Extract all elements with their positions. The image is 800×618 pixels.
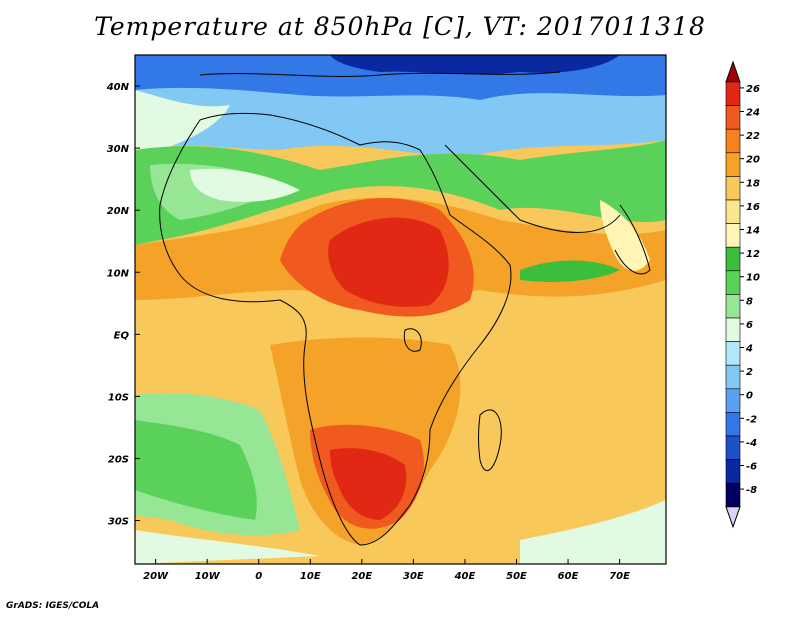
colorbar-box xyxy=(725,412,741,437)
colorbar-box xyxy=(725,223,741,248)
colorbar-label: 20 xyxy=(746,155,760,166)
lat-tick-label: 40N xyxy=(106,82,130,93)
colorbar-box xyxy=(725,294,741,319)
lat-tick-label: 10N xyxy=(107,268,130,279)
colorbar-box xyxy=(725,459,741,484)
colorbar-label: 18 xyxy=(746,178,760,189)
colorbar-upper-triangle xyxy=(725,60,741,83)
colorbar-box xyxy=(725,317,741,342)
colorbar-box xyxy=(725,341,741,366)
lon-tick-label: 70E xyxy=(609,571,630,582)
temperature-field xyxy=(135,55,666,564)
lon-tick-label: 10W xyxy=(195,571,221,582)
colorbar-label: 2 xyxy=(746,367,753,378)
colorbar-box xyxy=(725,81,741,106)
map-title: Temperature at 850hPa [C], VT: 201701131… xyxy=(94,12,706,41)
colorbar-label: 4 xyxy=(745,344,753,355)
lon-tick-label: 20E xyxy=(351,571,372,582)
colorbar-box xyxy=(725,176,741,201)
colorbar-label: -6 xyxy=(746,462,757,473)
colorbar-box xyxy=(725,482,741,508)
colorbar-label: 8 xyxy=(746,296,753,307)
lat-tick-label: EQ xyxy=(114,330,130,341)
colorbar-lower-triangle xyxy=(725,506,741,529)
colorbar-label: -2 xyxy=(746,414,757,425)
lon-tick-label: 30E xyxy=(403,571,424,582)
colorbar-label: 24 xyxy=(746,108,760,119)
colorbar-box xyxy=(725,364,741,390)
colorbar-box xyxy=(725,152,741,177)
colorbar-label: 16 xyxy=(746,202,760,213)
colorbar-label: 22 xyxy=(746,131,760,142)
colorbar-label: -8 xyxy=(746,485,757,496)
software-credit: GrADS: IGES/COLA xyxy=(6,601,100,611)
lon-tick-label: 10E xyxy=(300,571,321,582)
colorbar-label: 14 xyxy=(746,226,760,237)
lon-tick-label: 60E xyxy=(558,571,579,582)
colorbar-box xyxy=(725,246,741,272)
colorbar-label: 6 xyxy=(746,320,753,331)
colorbar-box xyxy=(725,270,741,295)
colorbar-label: 0 xyxy=(746,391,753,402)
lat-tick-label: 20N xyxy=(107,206,130,217)
lon-tick-label: 20W xyxy=(143,571,169,582)
colorbar-box xyxy=(725,128,741,154)
lat-tick-label: 10S xyxy=(108,392,129,403)
lat-tick-label: 30N xyxy=(107,144,130,155)
colorbar-box xyxy=(725,388,741,413)
colorbar-box xyxy=(725,435,741,460)
colorbar-label: 26 xyxy=(746,84,760,95)
colorbar-box xyxy=(725,105,741,130)
lat-tick-label: 20S xyxy=(108,454,129,465)
lon-tick-label: 50E xyxy=(506,571,527,582)
lon-tick-label: 0 xyxy=(255,571,262,582)
lat-tick-label: 30S xyxy=(108,517,129,528)
coastlines xyxy=(159,71,651,546)
colorbar-label: -4 xyxy=(746,438,757,449)
colorbar-label: 10 xyxy=(746,273,760,284)
colorbar-box xyxy=(725,199,741,224)
lon-tick-label: 40E xyxy=(454,571,476,582)
colorbar-label: 12 xyxy=(746,249,760,260)
